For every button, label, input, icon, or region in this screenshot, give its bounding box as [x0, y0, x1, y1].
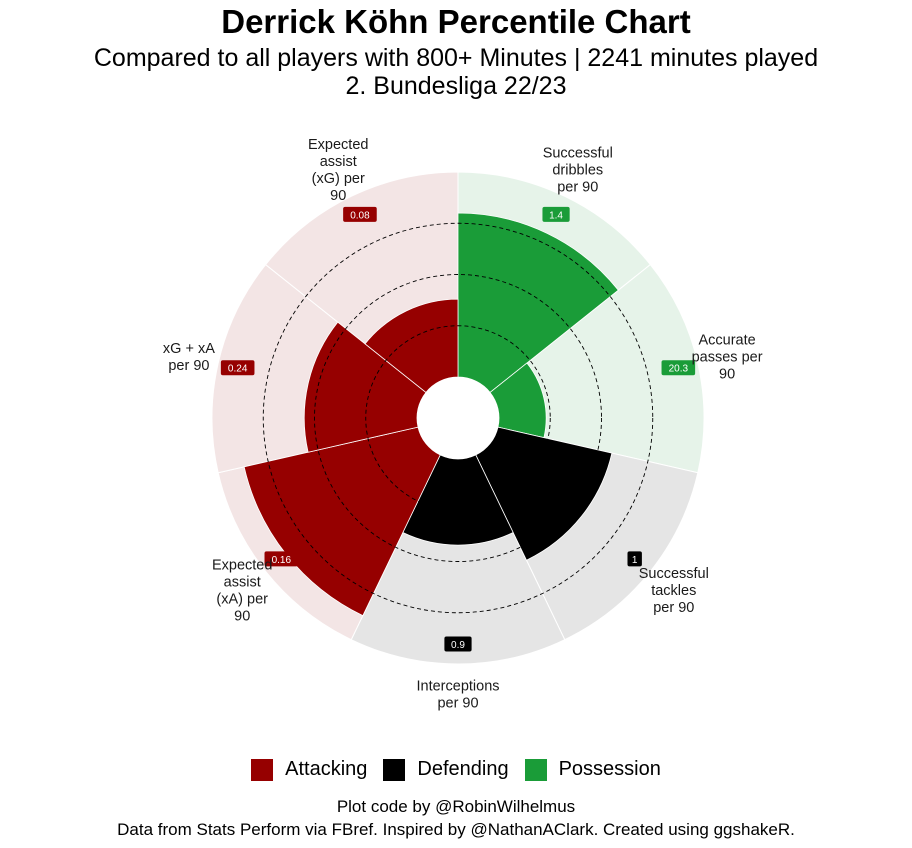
- legend-item-defending: Defending: [383, 758, 509, 781]
- stat-label-5: xG + xA per 90: [163, 341, 215, 374]
- value-badge-4: [264, 551, 299, 567]
- legend-label-defending: Defending: [417, 758, 509, 780]
- stat-label-0: Successful dribbles per 90: [543, 145, 613, 195]
- value-badge-1: [661, 360, 696, 376]
- stat-label-6: Expected assist (xG) per 90: [308, 137, 368, 204]
- caption-line-2: Data from Stats Perform via FBref. Inspi…: [117, 820, 795, 839]
- legend-label-possession: Possession: [558, 758, 661, 780]
- legend-swatch-attacking: [251, 758, 274, 781]
- stat-label-1: Accurate passes per 90: [692, 333, 763, 383]
- stat-label-4: Expected assist (xA) per 90: [212, 558, 272, 625]
- legend: Attacking Defending Possession: [0, 758, 912, 781]
- value-label-6: 0.08: [350, 210, 370, 221]
- legend-item-attacking: Attacking: [251, 758, 367, 781]
- value-badge-5: [220, 360, 255, 376]
- value-label-3: 0.9: [451, 640, 465, 651]
- center-hole: [417, 377, 499, 459]
- gridline-25: [365, 325, 551, 511]
- gridline-75: [262, 222, 654, 614]
- legend-swatch-defending: [383, 758, 406, 781]
- subtitle-line-1: Compared to all players with 800+ Minute…: [93, 44, 819, 72]
- stat-label-3: Interceptions per 90: [416, 679, 499, 712]
- stat-label-2: Successful tackles per 90: [639, 566, 709, 616]
- value-badge-6: [343, 206, 377, 222]
- value-badge-0: [542, 206, 570, 222]
- legend-label-attacking: Attacking: [285, 758, 368, 780]
- value-badge-3: [444, 636, 472, 652]
- subtitle-line-2: 2. Bundesliga 22/23: [345, 72, 567, 100]
- chart-subtitle: Compared to all players with 800+ Minute…: [0, 44, 912, 100]
- value-label-2: 1: [632, 555, 638, 566]
- caption-line-1: Plot code by @RobinWilhelmus: [336, 797, 576, 816]
- chart-title: Derrick Köhn Percentile Chart: [221, 3, 691, 40]
- gridline-50: [314, 274, 602, 562]
- value-label-4: 0.16: [272, 555, 292, 566]
- legend-item-possession: Possession: [524, 758, 661, 781]
- value-label-1: 20.3: [669, 364, 689, 375]
- legend-swatch-possession: [524, 758, 547, 781]
- value-badge-2: [627, 551, 642, 567]
- value-label-5: 0.24: [228, 364, 248, 375]
- value-label-0: 1.4: [549, 210, 563, 221]
